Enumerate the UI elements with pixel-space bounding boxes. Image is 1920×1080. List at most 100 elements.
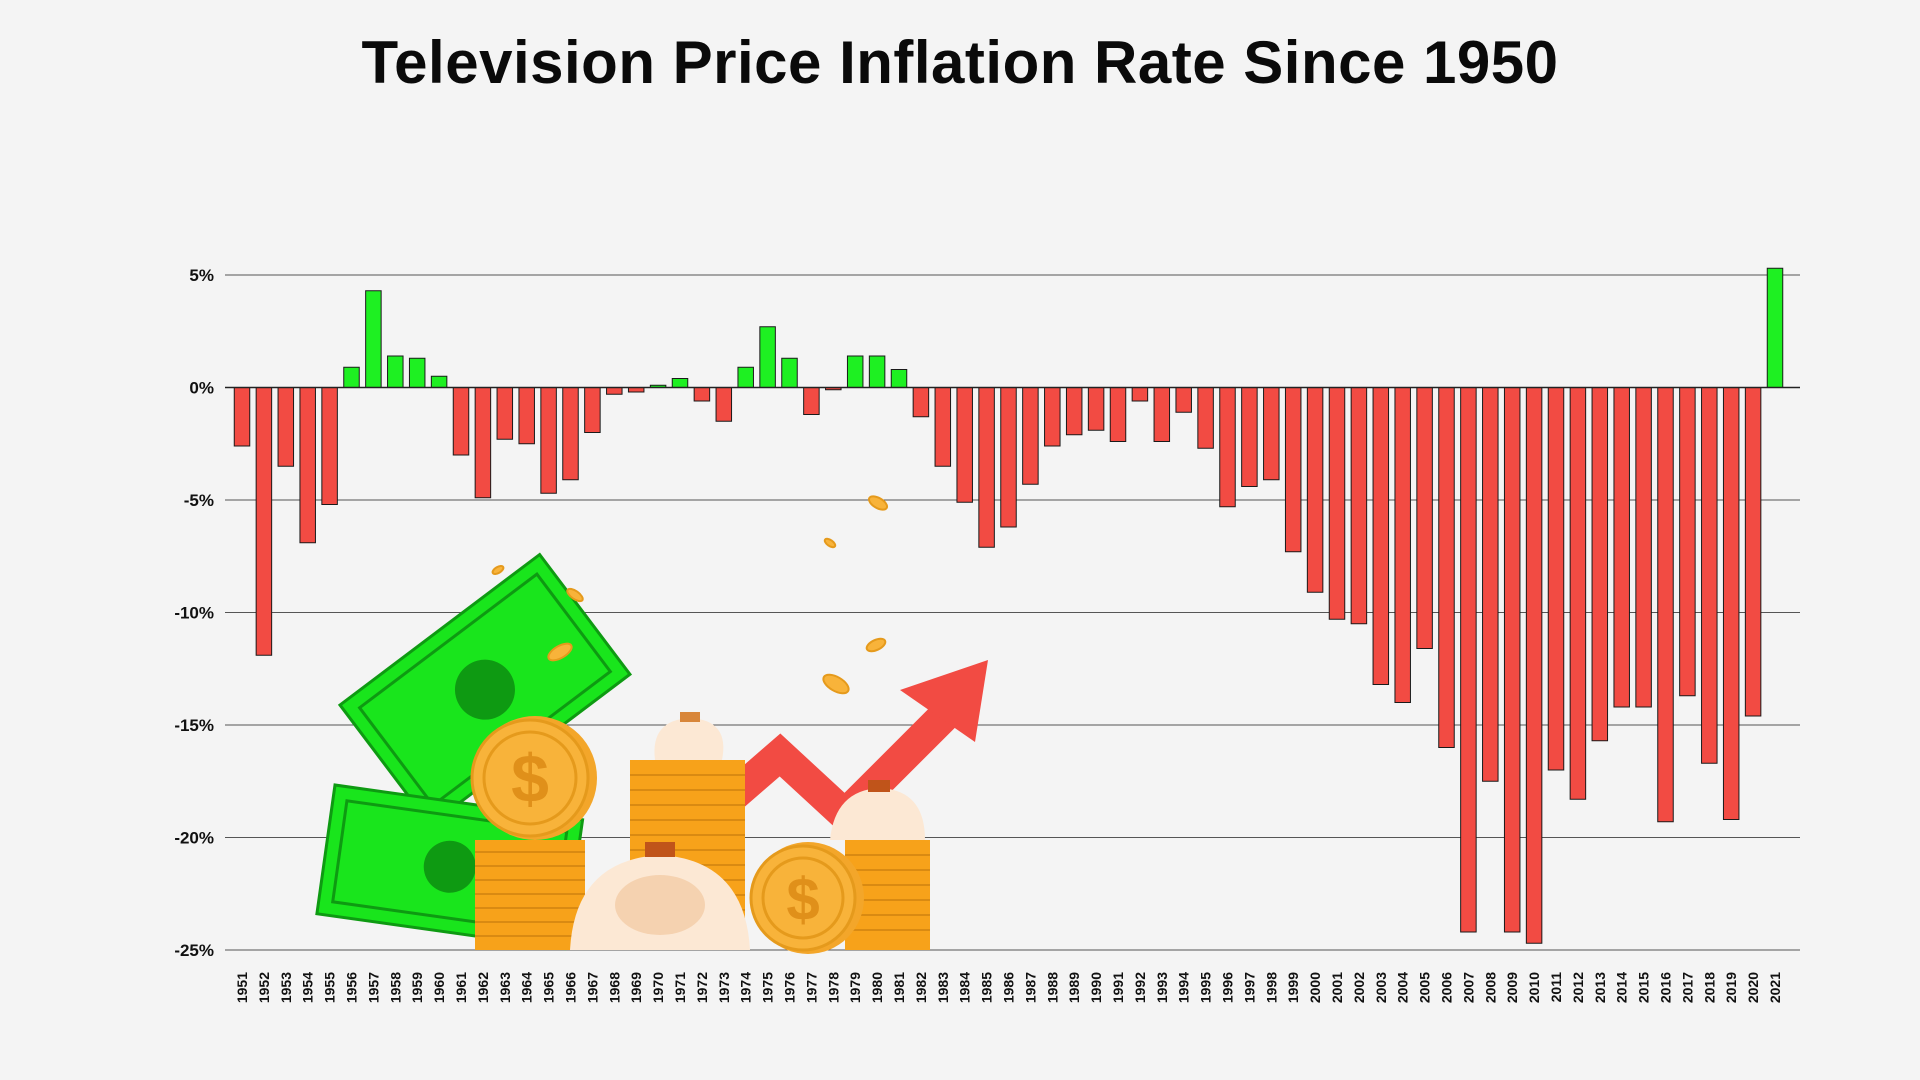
bar-1974 bbox=[737, 366, 754, 388]
bar-1957 bbox=[365, 290, 382, 388]
x-tick-label: 1991 bbox=[1110, 972, 1126, 1003]
bar-1971 bbox=[671, 378, 689, 388]
money-bag-icon bbox=[654, 712, 724, 760]
bar-2010 bbox=[1525, 387, 1543, 944]
bar-1958 bbox=[387, 355, 404, 388]
bar-1999 bbox=[1284, 387, 1302, 553]
bar-1994 bbox=[1175, 387, 1192, 413]
bar-2019 bbox=[1722, 387, 1740, 820]
bar-1979 bbox=[846, 355, 864, 388]
bar-1956 bbox=[343, 366, 360, 388]
x-tick-label: 2002 bbox=[1351, 972, 1367, 1003]
bar-2018 bbox=[1701, 387, 1718, 764]
x-tick-label: 2004 bbox=[1395, 972, 1411, 1003]
bar-1973 bbox=[715, 387, 733, 422]
x-tick-label: 1995 bbox=[1198, 972, 1214, 1003]
x-tick-label: 1962 bbox=[475, 972, 491, 1003]
x-tick-label: 1959 bbox=[409, 972, 425, 1003]
bar-2007 bbox=[1460, 387, 1477, 933]
x-tick-label: 1989 bbox=[1066, 972, 1082, 1003]
bar-2013 bbox=[1591, 387, 1609, 742]
x-tick-label: 1982 bbox=[913, 972, 929, 1003]
y-tick-label: -15% bbox=[174, 716, 214, 735]
bar-2000 bbox=[1306, 387, 1324, 593]
bar-2003 bbox=[1372, 387, 1390, 685]
y-tick-label: 5% bbox=[189, 266, 214, 285]
bar-2004 bbox=[1394, 387, 1411, 703]
x-tick-label: 1968 bbox=[606, 972, 622, 1003]
bars bbox=[233, 267, 1784, 944]
bar-1972 bbox=[693, 387, 711, 402]
bar-1992 bbox=[1131, 387, 1149, 402]
y-tick-label: 0% bbox=[189, 379, 214, 398]
coin-stack-icon bbox=[475, 840, 585, 950]
x-tick-label: 2006 bbox=[1439, 972, 1455, 1003]
bar-1991 bbox=[1109, 387, 1127, 442]
bar-2017 bbox=[1679, 387, 1696, 697]
x-tick-label: 1985 bbox=[979, 972, 995, 1003]
bar-2005 bbox=[1416, 387, 1433, 649]
bar-1976 bbox=[781, 357, 798, 388]
x-tick-label: 2011 bbox=[1548, 972, 1564, 1003]
x-tick-label: 1967 bbox=[584, 972, 600, 1003]
x-tick-label: 1958 bbox=[387, 972, 403, 1003]
bar-1987 bbox=[1022, 387, 1039, 485]
x-tick-label: 1986 bbox=[1001, 972, 1017, 1003]
x-tick-label: 1963 bbox=[497, 972, 513, 1003]
flying-coins-icon bbox=[491, 495, 889, 695]
x-tick-label: 2020 bbox=[1745, 972, 1761, 1003]
x-tick-label: 2021 bbox=[1767, 972, 1783, 1003]
bar-1985 bbox=[978, 387, 995, 548]
bar-2006 bbox=[1438, 387, 1455, 748]
x-tick-label: 1994 bbox=[1176, 972, 1192, 1003]
x-tick-label: 1980 bbox=[869, 972, 885, 1003]
bar-2014 bbox=[1613, 387, 1630, 708]
bar-2012 bbox=[1569, 387, 1587, 800]
bar-1977 bbox=[803, 387, 820, 415]
bar-1997 bbox=[1241, 387, 1258, 487]
dollar-coin-icon: $ bbox=[749, 842, 864, 954]
bar-1989 bbox=[1065, 387, 1083, 436]
x-tick-label: 1961 bbox=[453, 972, 469, 1003]
x-tick-label: 1984 bbox=[957, 972, 973, 1003]
bar-1988 bbox=[1044, 387, 1061, 447]
bar-1966 bbox=[562, 387, 579, 481]
bar-1984 bbox=[956, 387, 973, 503]
bar-1968 bbox=[606, 387, 623, 395]
x-tick-label: 2005 bbox=[1417, 972, 1433, 1003]
y-axis: 5% 0% -5% -10% -15% -20% -25% bbox=[174, 266, 214, 960]
dollar-coin-icon: $ bbox=[470, 716, 597, 840]
x-tick-label: 1964 bbox=[519, 972, 535, 1003]
x-tick-label: 2001 bbox=[1329, 972, 1345, 1003]
x-tick-label: 1956 bbox=[344, 972, 360, 1003]
x-tick-label: 1992 bbox=[1132, 972, 1148, 1003]
coin-stack-icon bbox=[845, 840, 930, 950]
x-tick-label: 1957 bbox=[365, 972, 381, 1003]
x-tick-label: 1997 bbox=[1241, 972, 1257, 1003]
x-tick-label: 1966 bbox=[563, 972, 579, 1003]
y-tick-label: -10% bbox=[174, 604, 214, 623]
bar-2021 bbox=[1766, 267, 1784, 388]
bar-2016 bbox=[1657, 387, 1674, 823]
x-tick-label: 2018 bbox=[1701, 972, 1717, 1003]
x-tick-label: 1965 bbox=[541, 972, 557, 1003]
bar-1951 bbox=[233, 387, 251, 447]
bar-1967 bbox=[584, 387, 601, 433]
money-bag-icon bbox=[570, 842, 750, 950]
x-tick-label: 1993 bbox=[1154, 972, 1170, 1003]
x-tick-label: 2013 bbox=[1592, 972, 1608, 1003]
x-tick-label: 1955 bbox=[322, 972, 338, 1003]
bar-2001 bbox=[1328, 387, 1346, 620]
money-bag-icon bbox=[830, 780, 925, 840]
bar-2002 bbox=[1350, 387, 1368, 625]
bar-1959 bbox=[408, 357, 426, 388]
x-tick-label: 1975 bbox=[760, 972, 776, 1003]
x-tick-label: 2008 bbox=[1482, 972, 1498, 1003]
bar-1965 bbox=[540, 387, 557, 494]
x-tick-label: 1977 bbox=[803, 972, 819, 1003]
x-tick-label: 1953 bbox=[278, 972, 294, 1003]
x-tick-label: 1987 bbox=[1022, 972, 1038, 1003]
x-tick-label: 2003 bbox=[1373, 972, 1389, 1003]
x-tick-label: 1999 bbox=[1285, 972, 1301, 1003]
bar-1954 bbox=[299, 387, 316, 544]
